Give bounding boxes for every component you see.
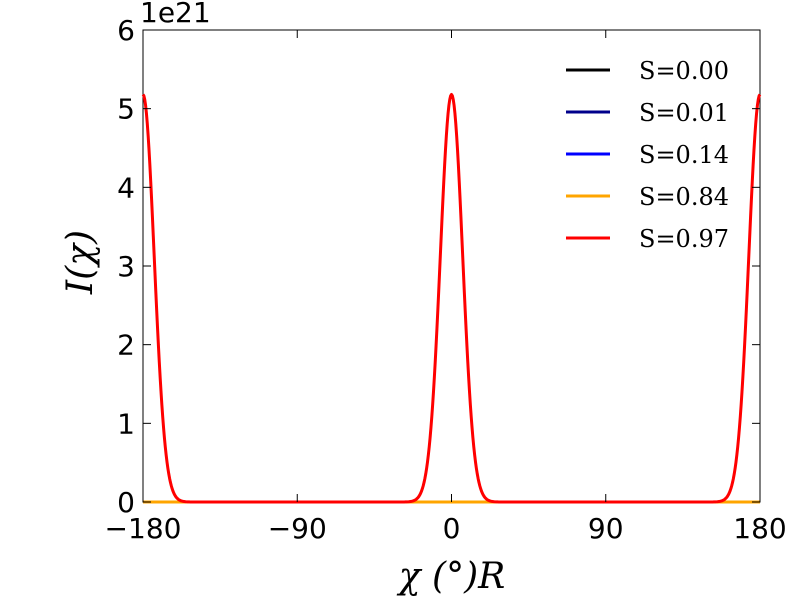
x-tick-label: 0 <box>443 512 461 545</box>
series-line-4 <box>141 93 762 504</box>
y-tick-label: 3 <box>117 250 135 283</box>
x-axis-label: χ (°)R <box>396 556 505 597</box>
legend-label: S=0.97 <box>639 225 729 253</box>
y-tick-label: 1 <box>117 407 135 440</box>
y-axis-label: I(χ) <box>60 230 101 295</box>
y-tick-label: 5 <box>117 93 135 126</box>
x-tick-label: −90 <box>268 512 327 545</box>
plot-frame <box>142 29 761 503</box>
x-tick-label: 90 <box>588 512 624 545</box>
legend-label: S=0.84 <box>639 183 729 211</box>
legend-label: S=0.14 <box>639 141 729 169</box>
x-ticks: −180 −90 0 90 180 <box>105 30 787 545</box>
y-offset-label: 1e21 <box>140 0 211 29</box>
y-tick-label: 2 <box>117 329 135 362</box>
x-tick-label: 180 <box>733 512 786 545</box>
plot-area <box>141 29 762 504</box>
y-ticks: 0 1 2 3 4 5 6 <box>117 14 760 519</box>
legend-label: S=0.01 <box>639 99 729 127</box>
legend-label: S=0.00 <box>639 57 729 85</box>
legend: S=0.00 S=0.01 S=0.14 S=0.84 S=0.97 <box>566 57 729 253</box>
y-tick-label: 0 <box>117 486 135 519</box>
y-tick-label: 4 <box>117 171 135 204</box>
y-tick-label: 6 <box>117 14 135 47</box>
x-tick-label: −180 <box>105 512 182 545</box>
